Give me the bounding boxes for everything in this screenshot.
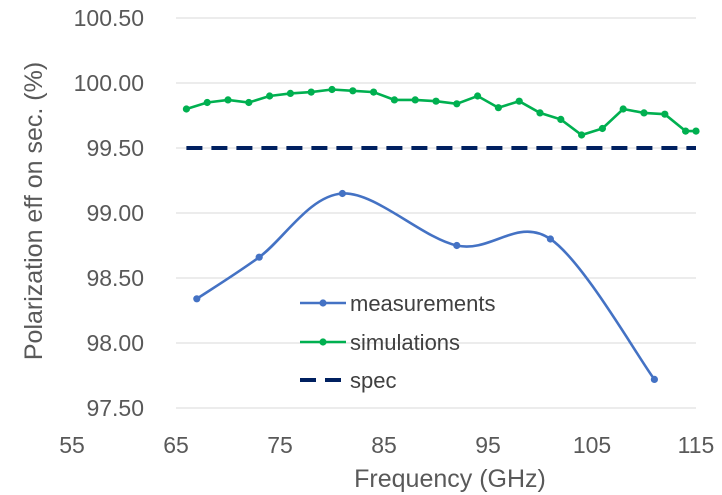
simulations-point (411, 96, 419, 104)
x-tick-labels: 55 65 75 85 95 105 115 (59, 432, 714, 458)
y-tick-labels: 97.50 98.00 98.50 99.00 99.50 100.00 100.50 (74, 5, 144, 421)
x-tick-label: 85 (371, 432, 397, 458)
measurements-point (255, 253, 263, 261)
simulations-point (224, 96, 232, 104)
simulations-point (286, 89, 294, 97)
simulations-point (515, 97, 523, 105)
y-tick-label: 100.00 (74, 70, 144, 96)
simulations-point (557, 115, 565, 123)
measurements-point (338, 189, 346, 198)
legend-item-measurements: measurements (300, 291, 496, 316)
legend: measurements simulations spec (300, 291, 496, 393)
x-axis-title: Frequency (GHz) (354, 465, 546, 493)
series-measurements (193, 189, 659, 383)
x-tick-label: 115 (678, 432, 715, 458)
simulations-line (186, 88, 696, 137)
x-tick-label: 95 (475, 432, 501, 458)
simulations-point (370, 88, 378, 96)
simulations-point (578, 131, 586, 139)
simulations-point (307, 88, 315, 96)
simulations-point (494, 104, 502, 112)
y-tick-label: 100.50 (74, 5, 144, 31)
measurements-point (650, 375, 659, 383)
simulations-point (182, 105, 190, 113)
series-simulations (182, 85, 700, 139)
simulations-point (432, 97, 440, 105)
series-group (182, 85, 700, 383)
simulations-point (640, 109, 648, 117)
legend-item-spec: spec (300, 368, 396, 393)
measurements-point (453, 241, 461, 250)
x-tick-label: 75 (267, 432, 293, 458)
x-tick-label: 65 (163, 432, 189, 458)
legend-item-simulations: simulations (300, 330, 460, 355)
x-tick-label: 105 (573, 432, 611, 458)
measurements-point (546, 235, 555, 243)
simulations-point (328, 85, 336, 94)
legend-marker (319, 338, 327, 346)
simulations-point (245, 98, 253, 107)
simulations-point (536, 109, 544, 117)
simulations-point (349, 87, 357, 95)
y-tick-label: 98.50 (86, 265, 144, 291)
legend-label: measurements (350, 291, 496, 316)
y-axis-title: Polarization eff on sec. (%) (20, 62, 48, 360)
x-tick-label: 55 (59, 432, 85, 458)
legend-marker (319, 299, 327, 307)
legend-label: spec (350, 368, 396, 393)
legend-label: simulations (350, 330, 460, 355)
simulations-point (453, 100, 461, 108)
y-tick-label: 98.00 (86, 330, 144, 356)
y-tick-label: 99.50 (86, 135, 144, 161)
simulations-point (692, 127, 700, 135)
simulations-point (682, 127, 690, 135)
simulations-point (474, 92, 482, 100)
simulations-point (203, 98, 211, 107)
simulations-point (661, 110, 669, 118)
simulations-point (598, 124, 607, 133)
measurements-point (193, 295, 201, 303)
y-tick-label: 99.00 (86, 200, 144, 226)
simulations-point (266, 92, 274, 100)
simulations-point (390, 96, 398, 104)
simulations-point (619, 105, 627, 113)
y-tick-label: 97.50 (86, 395, 144, 421)
